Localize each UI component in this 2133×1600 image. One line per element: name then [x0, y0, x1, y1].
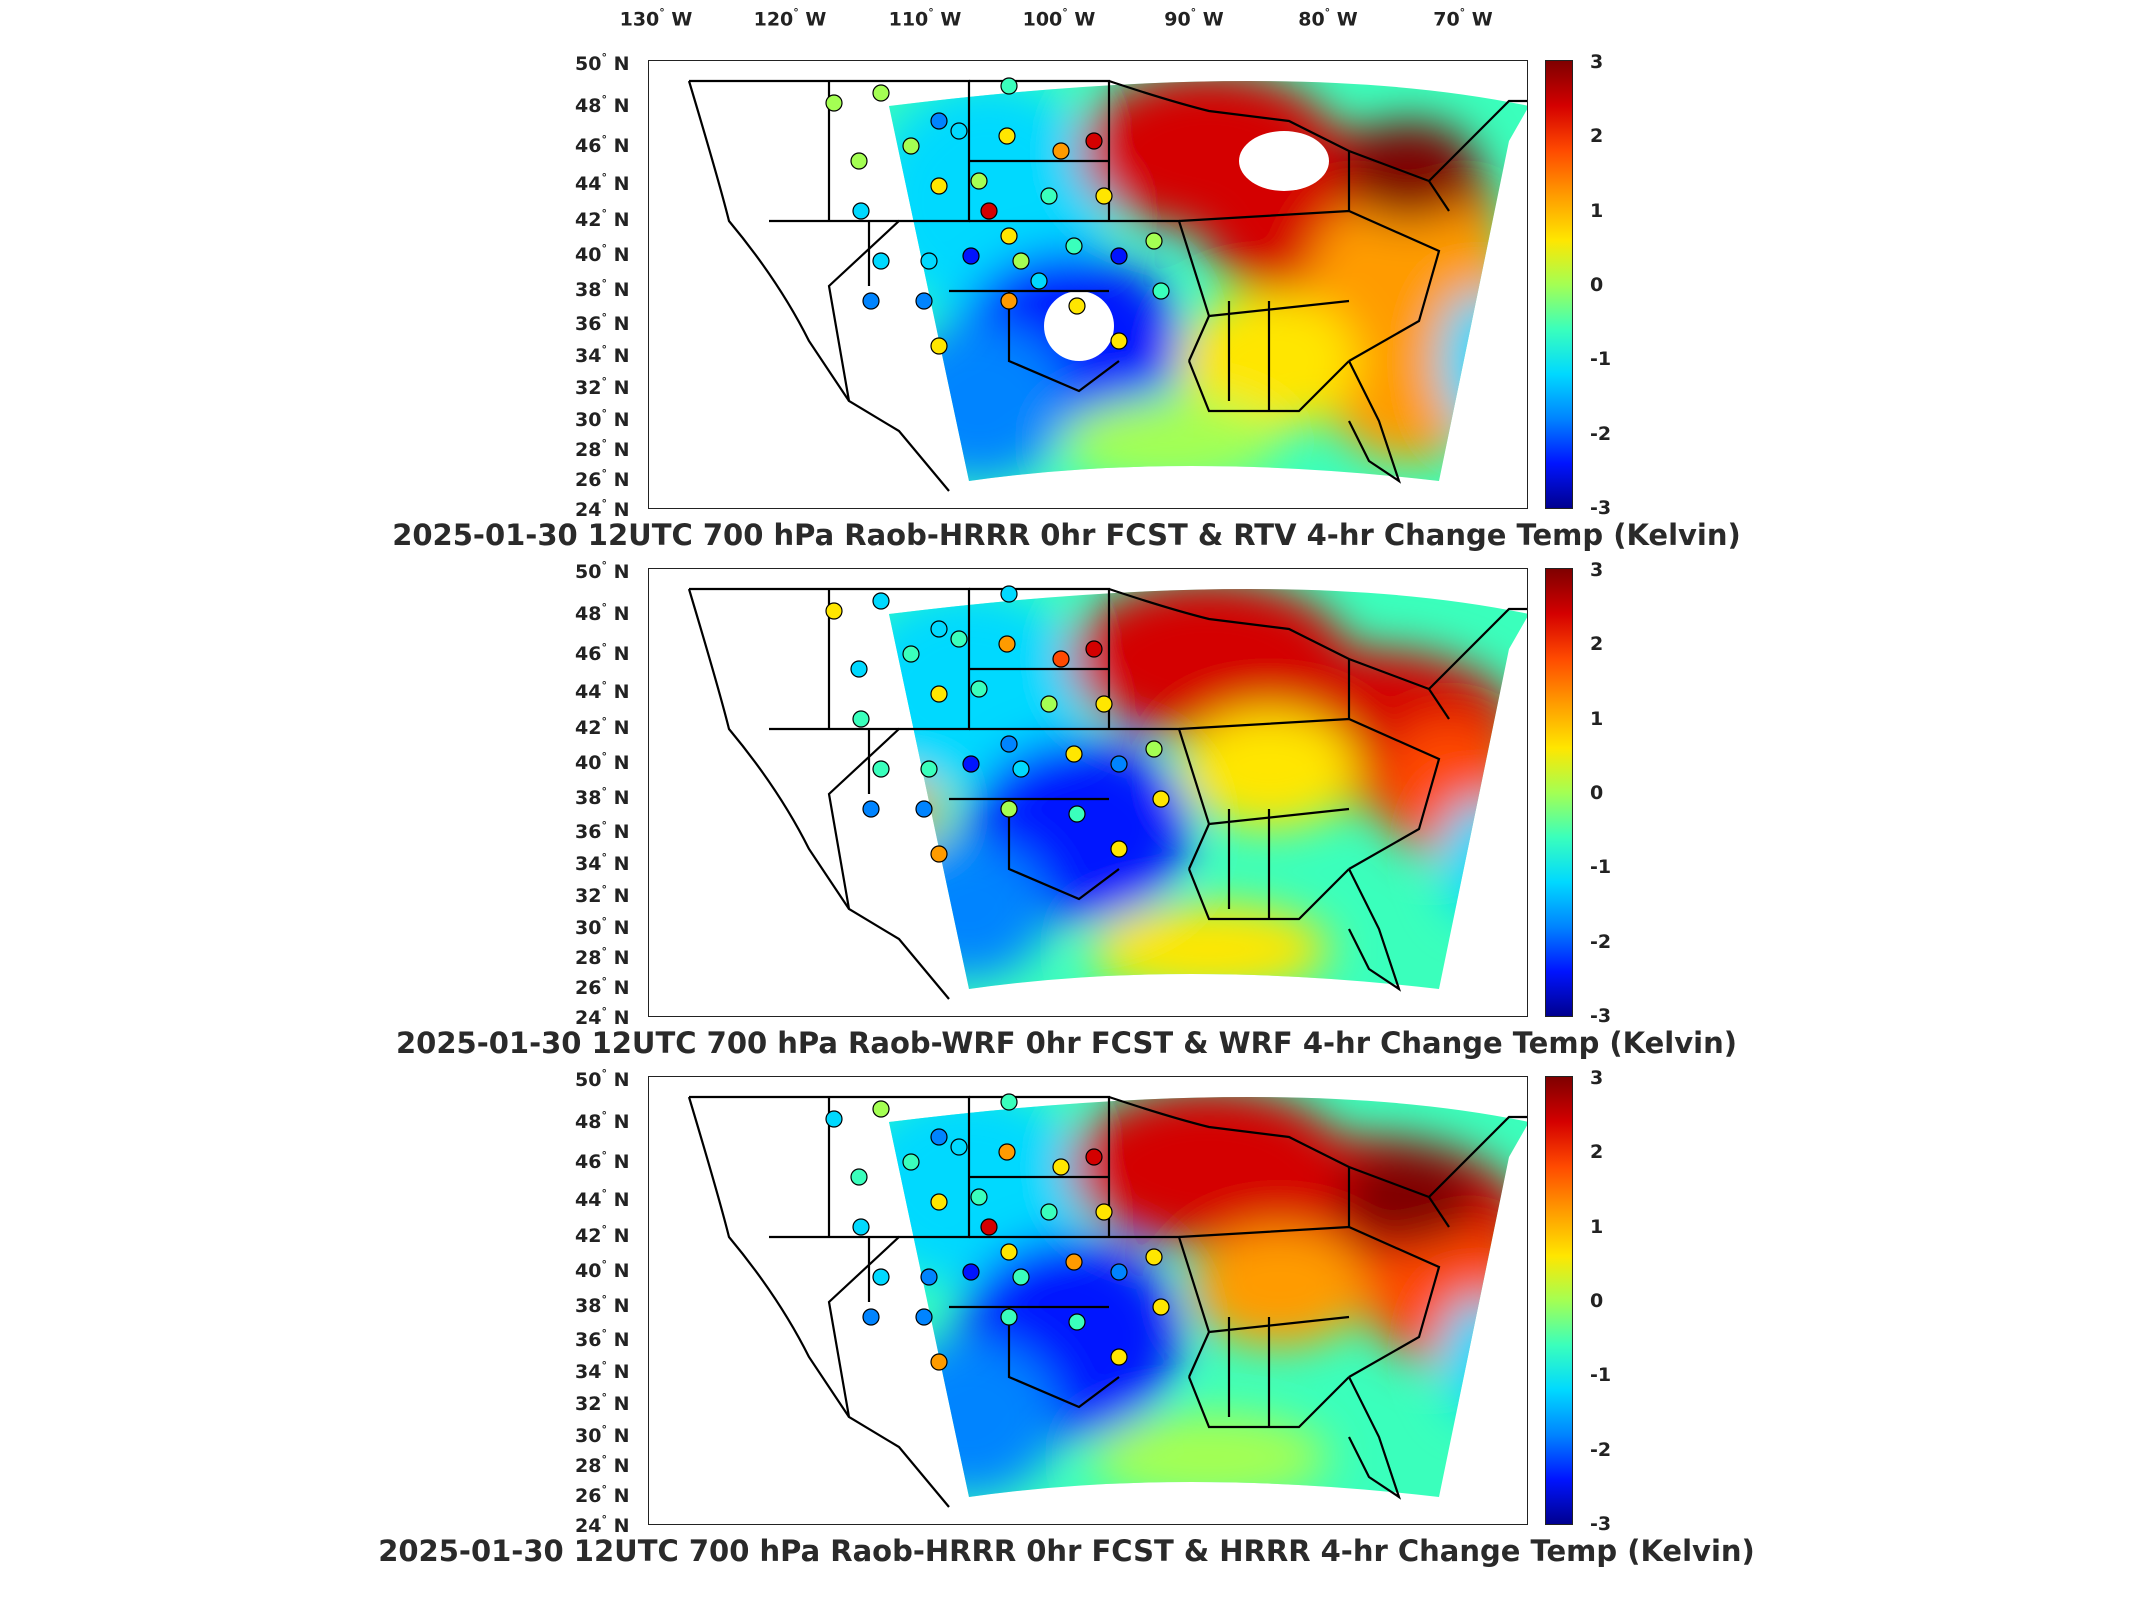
lat-tick-label: 50° N [575, 1066, 630, 1092]
colorbar-tick-label: -3 [1590, 497, 1612, 519]
lat-tick-label: 42° N [575, 206, 630, 232]
lat-tick-label: 46° N [575, 1148, 630, 1174]
colorbar-tick-label: 1 [1590, 708, 1604, 730]
colorbar-tick-label: -1 [1590, 1364, 1612, 1386]
panel-title: 2025-01-30 12UTC 700 hPa Raob-HRRR 0hr F… [392, 518, 1741, 552]
colorbar-tick-label: 0 [1590, 782, 1604, 804]
lat-tick-label: 28° N [575, 1452, 630, 1478]
lat-tick-label: 40° N [575, 241, 630, 267]
colorbar-tick-label: 3 [1590, 559, 1604, 581]
lon-tick-label: 100° W [1022, 6, 1096, 31]
colorbar-tick-label: 0 [1590, 1290, 1604, 1312]
lon-tick-label: 130° W [619, 6, 693, 31]
lon-tick-label: 110° W [888, 6, 962, 31]
colorbar-tick-label: -3 [1590, 1513, 1612, 1535]
lon-tick-label: 70° W [1433, 6, 1493, 31]
colorbar-tick-label: 1 [1590, 200, 1604, 222]
lat-tick-label: 44° N [575, 170, 630, 196]
lon-tick-label: 80° W [1298, 6, 1358, 31]
lat-tick-label: 30° N [575, 406, 630, 432]
lat-tick-label: 32° N [575, 374, 630, 400]
lat-tick-label: 30° N [575, 1422, 630, 1448]
colorbar-tick-label: 0 [1590, 274, 1604, 296]
lat-tick-label: 48° N [575, 92, 630, 118]
colorbar-tick-label: -2 [1590, 423, 1612, 445]
lat-tick-label: 36° N [575, 310, 630, 336]
lat-tick-label: 40° N [575, 1257, 630, 1283]
lat-tick-label: 32° N [575, 1390, 630, 1416]
lat-tick-label: 44° N [575, 1186, 630, 1212]
colorbar [1545, 568, 1573, 1017]
colorbar-tick-label: 2 [1590, 633, 1604, 655]
lat-tick-label: 28° N [575, 436, 630, 462]
lat-tick-label: 38° N [575, 784, 630, 810]
panel-title: 2025-01-30 12UTC 700 hPa Raob-HRRR 0hr F… [378, 1534, 1755, 1568]
raob-stations [825, 1093, 1170, 1371]
colorbar-tick-label: -2 [1590, 931, 1612, 953]
map-frame [648, 568, 1528, 1017]
temperature-map [687, 77, 1527, 492]
colorbar-tick-label: -2 [1590, 1439, 1612, 1461]
lat-tick-label: 34° N [575, 342, 630, 368]
lat-tick-label: 26° N [575, 1482, 630, 1508]
lat-tick-label: 46° N [575, 640, 630, 666]
lon-tick-label: 120° W [753, 6, 827, 31]
colorbar [1545, 1076, 1573, 1525]
state-borders [687, 79, 1527, 492]
colorbar-tick-label: -1 [1590, 856, 1612, 878]
lat-tick-label: 42° N [575, 1222, 630, 1248]
lat-tick-label: 24° N [575, 1512, 630, 1538]
lat-tick-label: 34° N [575, 1358, 630, 1384]
lat-tick-label: 36° N [575, 1326, 630, 1352]
lat-tick-label: 34° N [575, 850, 630, 876]
lat-tick-label: 50° N [575, 558, 630, 584]
lat-tick-label: 48° N [575, 1108, 630, 1134]
lat-tick-label: 26° N [575, 466, 630, 492]
lat-tick-label: 44° N [575, 678, 630, 704]
raob-stations [825, 585, 1170, 863]
lat-tick-label: 24° N [575, 496, 630, 522]
lat-tick-label: 36° N [575, 818, 630, 844]
lat-tick-label: 50° N [575, 50, 630, 76]
colorbar [1545, 60, 1573, 509]
lat-tick-label: 40° N [575, 749, 630, 775]
colorbar-tick-label: 2 [1590, 125, 1604, 147]
colorbar-tick-label: -3 [1590, 1005, 1612, 1027]
temperature-map [687, 585, 1527, 1000]
panel-title: 2025-01-30 12UTC 700 hPa Raob-WRF 0hr FC… [395, 1026, 1737, 1060]
lat-tick-label: 24° N [575, 1004, 630, 1030]
lat-tick-label: 42° N [575, 714, 630, 740]
lat-tick-label: 26° N [575, 974, 630, 1000]
colorbar-tick-label: -1 [1590, 348, 1612, 370]
lat-tick-label: 38° N [575, 276, 630, 302]
map-frame [648, 60, 1528, 509]
colorbar-tick-label: 3 [1590, 1067, 1604, 1089]
lat-tick-label: 32° N [575, 882, 630, 908]
lat-tick-label: 38° N [575, 1292, 630, 1318]
state-borders [687, 1095, 1527, 1508]
lat-tick-label: 28° N [575, 944, 630, 970]
colorbar-tick-label: 2 [1590, 1141, 1604, 1163]
colorbar-tick-label: 1 [1590, 1216, 1604, 1238]
longitude-axis: 130° W 120° W 110° W 100° W 90° W 80° W … [0, 0, 2133, 40]
raob-stations [825, 77, 1170, 355]
temperature-map [687, 1093, 1527, 1508]
lat-tick-label: 48° N [575, 600, 630, 626]
lon-tick-label: 90° W [1164, 6, 1224, 31]
lat-tick-label: 30° N [575, 914, 630, 940]
lat-tick-label: 46° N [575, 132, 630, 158]
colorbar-tick-label: 3 [1590, 51, 1604, 73]
map-frame [648, 1076, 1528, 1525]
